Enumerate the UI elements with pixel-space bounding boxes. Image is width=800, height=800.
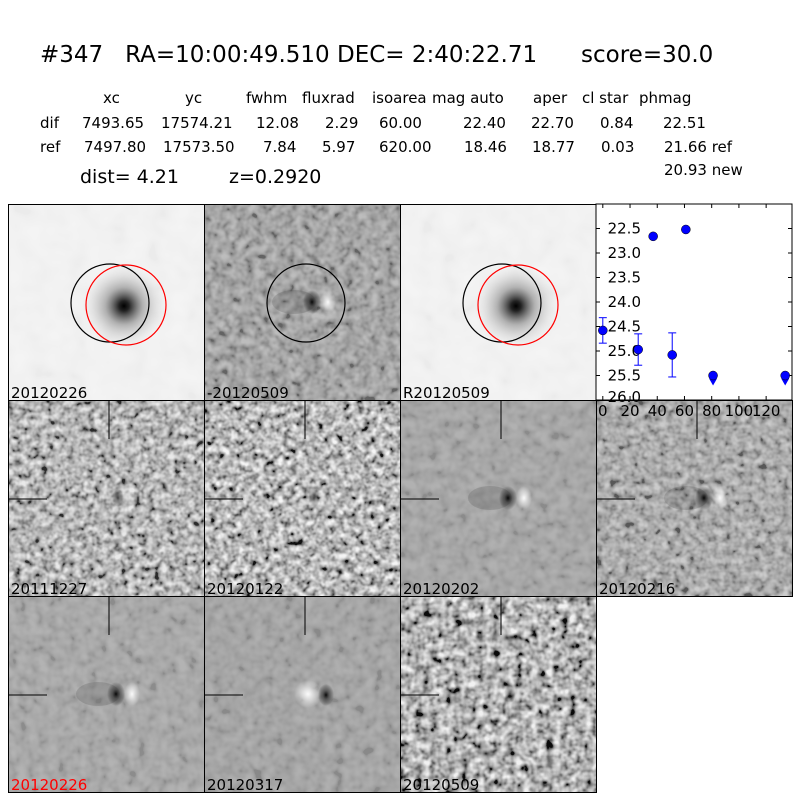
column-header: yc [185,89,203,107]
source-blob [468,486,532,510]
table-cell: 7493.65 [82,114,145,132]
candidate-title: #347 RA=10:00:49.510 DEC= 2:40:22.71 sco… [40,42,713,68]
table-cell: 7.84 [263,138,297,156]
image-stamp[interactable]: -20120509 [204,204,401,402]
table-cell: 17573.50 [163,138,235,156]
table-cell: 18.77 [532,138,575,156]
table-cell: 22.40 [463,114,506,132]
plot-frame [595,203,793,401]
image-stamp[interactable]: 20120216 [596,400,793,598]
data-point [780,370,790,381]
dec: DEC= 2:40:22.71 [337,42,538,68]
aperture-circle-red [477,264,559,346]
data-point [633,344,643,355]
column-header: aper [533,89,568,107]
table-cell: 7497.80 [84,138,147,156]
image-stamp[interactable]: 20120122 [204,400,401,598]
table-cell: 0.84 [600,114,634,132]
table-cell: 12.08 [256,114,299,132]
y-tick-label: 22.5 [608,220,641,238]
row-label: dif [40,114,59,132]
column-header: mag auto [432,89,504,107]
data-point [598,325,608,336]
stamp-date-label: 20120226 [11,776,88,794]
image-stamp[interactable]: 20111227 [8,400,205,598]
y-tick-label: 25.5 [608,367,641,385]
row-label: ref [40,138,61,156]
candidate-id: #347 [40,42,104,68]
table-cell: 18.46 [464,138,507,156]
upper-limit-arrow [709,378,718,386]
source-blob [664,486,728,510]
table-cell: 2.29 [325,114,359,132]
column-header: cl star [582,89,629,107]
table-cell: 0.03 [601,138,635,156]
dist: dist= 4.21 [80,166,179,188]
x-tick-label: 100 [725,402,754,420]
light-curve-chart: 22.5 23.0 23.5 24.0 24.5 25.0 25.5 26.00 20 40 60 8… [595,203,793,420]
table-cell: 620.00 [379,138,432,156]
table-cell: 21.66 ref [664,138,733,156]
table-cell: 60.00 [379,114,422,132]
x-tick-label: 60 [675,402,694,420]
stamp-date-label: 20120226 [11,384,88,402]
column-header: isoarea [372,89,427,107]
score: score=30.0 [581,42,714,68]
redshift: z=0.2920 [229,166,322,188]
y-tick-label: 23.0 [608,244,641,262]
source-blob [112,489,131,507]
upper-limit-arrow [781,378,790,386]
image-stamp[interactable]: 20120317 [204,596,401,794]
source-blob [272,290,336,314]
aperture-circle-black [266,263,346,343]
x-tick-label: 120 [752,402,781,420]
table-cell: 5.97 [322,138,356,156]
data-point [681,224,691,235]
y-tick-label: 23.5 [608,269,641,287]
image-stamp[interactable]: 20120226 [8,204,205,402]
column-header: phmag [639,89,692,107]
source-blob [308,489,327,507]
y-tick-label: 25.0 [608,342,641,360]
image-stamp[interactable]: 20120509 [400,596,597,794]
stamp-date-label: -20120509 [207,384,289,402]
data-point [648,231,658,242]
stamp-date-label: 20120216 [599,580,676,598]
data-point [667,350,677,360]
column-header: fluxrad [302,89,355,107]
column-header: xc [103,89,120,107]
ra: RA=10:00:49.510 [125,42,330,68]
table-cell: 22.70 [531,114,574,132]
image-stamp[interactable]: 20120202 [400,400,597,598]
x-tick-label: 20 [620,402,639,420]
table-cell: 17574.21 [161,114,233,132]
aperture-circle-red [85,264,167,346]
source-blob [76,682,140,706]
plot-background [596,204,792,400]
image-stamp[interactable]: R20120509 [400,204,597,402]
x-tick-label: 0 [598,402,608,420]
stamp-date-label: 20120509 [403,776,480,794]
source-blob [294,680,334,708]
image-stamp[interactable]: 20120226 [8,596,205,794]
stamp-date-label: 20111227 [11,580,88,598]
stamp-date-label: 20120122 [207,580,284,598]
column-header: fwhm [246,89,288,107]
y-tick-label: 26.0 [608,388,641,406]
source-blob [504,685,523,703]
x-tick-label: 40 [648,402,667,420]
stamp-date-label: 20120317 [207,776,284,794]
stamp-date-label: 20120202 [403,580,480,598]
data-point [708,370,718,381]
stamp-date-label: R20120509 [403,384,490,402]
table-cell: 22.51 [663,114,706,132]
y-tick-label: 24.5 [608,318,641,336]
y-tick-label: 24.0 [608,293,641,311]
x-tick-label: 80 [702,402,721,420]
phmag-new: 20.93 new [664,161,743,179]
